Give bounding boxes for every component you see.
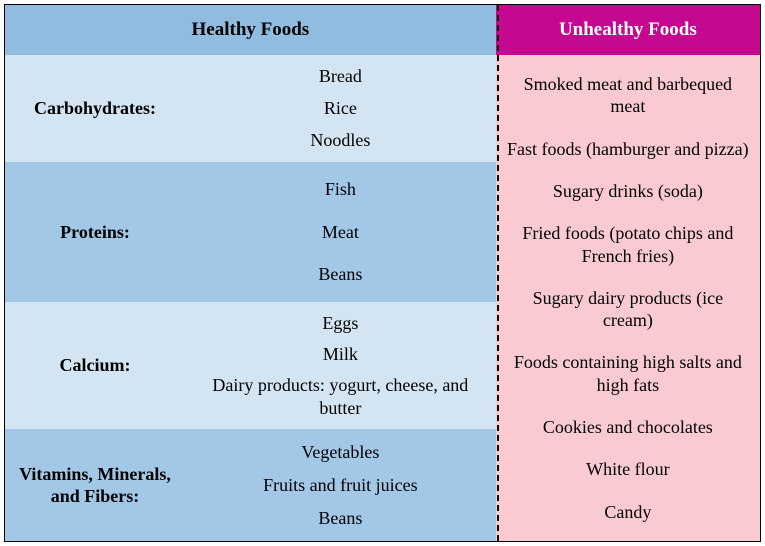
food-item: Fish <box>325 178 356 201</box>
unhealthy-header: Unhealthy Foods <box>496 5 760 55</box>
column-divider <box>497 5 499 541</box>
food-item: Cookies and chocolates <box>543 416 713 439</box>
category-items: Bread Rice Noodles <box>185 55 496 163</box>
category-items: Eggs Milk Dairy products: yogurt, cheese… <box>185 302 496 430</box>
food-item: Rice <box>324 97 357 120</box>
food-item: Smoked meat and barbequed meat <box>506 73 750 118</box>
food-item: Candy <box>604 501 651 524</box>
category-items: Fish Meat Beans <box>185 162 496 301</box>
food-item: Foods containing high salts and high fat… <box>506 351 750 396</box>
category-row: Calcium: Eggs Milk Dairy products: yogur… <box>5 302 496 430</box>
category-label: Calcium: <box>5 302 185 430</box>
category-row: Proteins: Fish Meat Beans <box>5 162 496 301</box>
category-row: Carbohydrates: Bread Rice Noodles <box>5 55 496 163</box>
food-item: Fast foods (hamburger and pizza) <box>507 138 749 161</box>
category-label: Carbohydrates: <box>5 55 185 163</box>
food-item: White flour <box>586 458 669 481</box>
food-item: Fruits and fruit juices <box>263 474 417 497</box>
unhealthy-items: Smoked meat and barbequed meat Fast food… <box>496 55 760 541</box>
category-items: Vegetables Fruits and fruit juices Beans <box>185 429 496 541</box>
food-item: Noodles <box>310 129 370 152</box>
food-item: Bread <box>319 65 362 88</box>
food-item: Sugary dairy products (ice cream) <box>506 287 750 332</box>
food-item: Beans <box>318 263 362 286</box>
food-item: Fried foods (potato chips and French fri… <box>506 222 750 267</box>
category-label: Proteins: <box>5 162 185 301</box>
food-item: Meat <box>322 221 359 244</box>
food-item: Vegetables <box>301 441 379 464</box>
food-item: Beans <box>318 507 362 530</box>
food-table: Healthy Foods Carbohydrates: Bread Rice … <box>4 4 761 542</box>
healthy-column: Healthy Foods Carbohydrates: Bread Rice … <box>5 5 496 541</box>
food-item: Eggs <box>322 312 358 335</box>
food-item: Sugary drinks (soda) <box>553 180 703 203</box>
unhealthy-column: Unhealthy Foods Smoked meat and barbeque… <box>496 5 760 541</box>
food-item: Milk <box>323 343 358 366</box>
food-item: Dairy products: yogurt, cheese, and butt… <box>193 374 488 419</box>
healthy-header: Healthy Foods <box>5 5 496 55</box>
category-row: Vitamins, Minerals, and Fibers: Vegetabl… <box>5 429 496 541</box>
category-label: Vitamins, Minerals, and Fibers: <box>5 429 185 541</box>
